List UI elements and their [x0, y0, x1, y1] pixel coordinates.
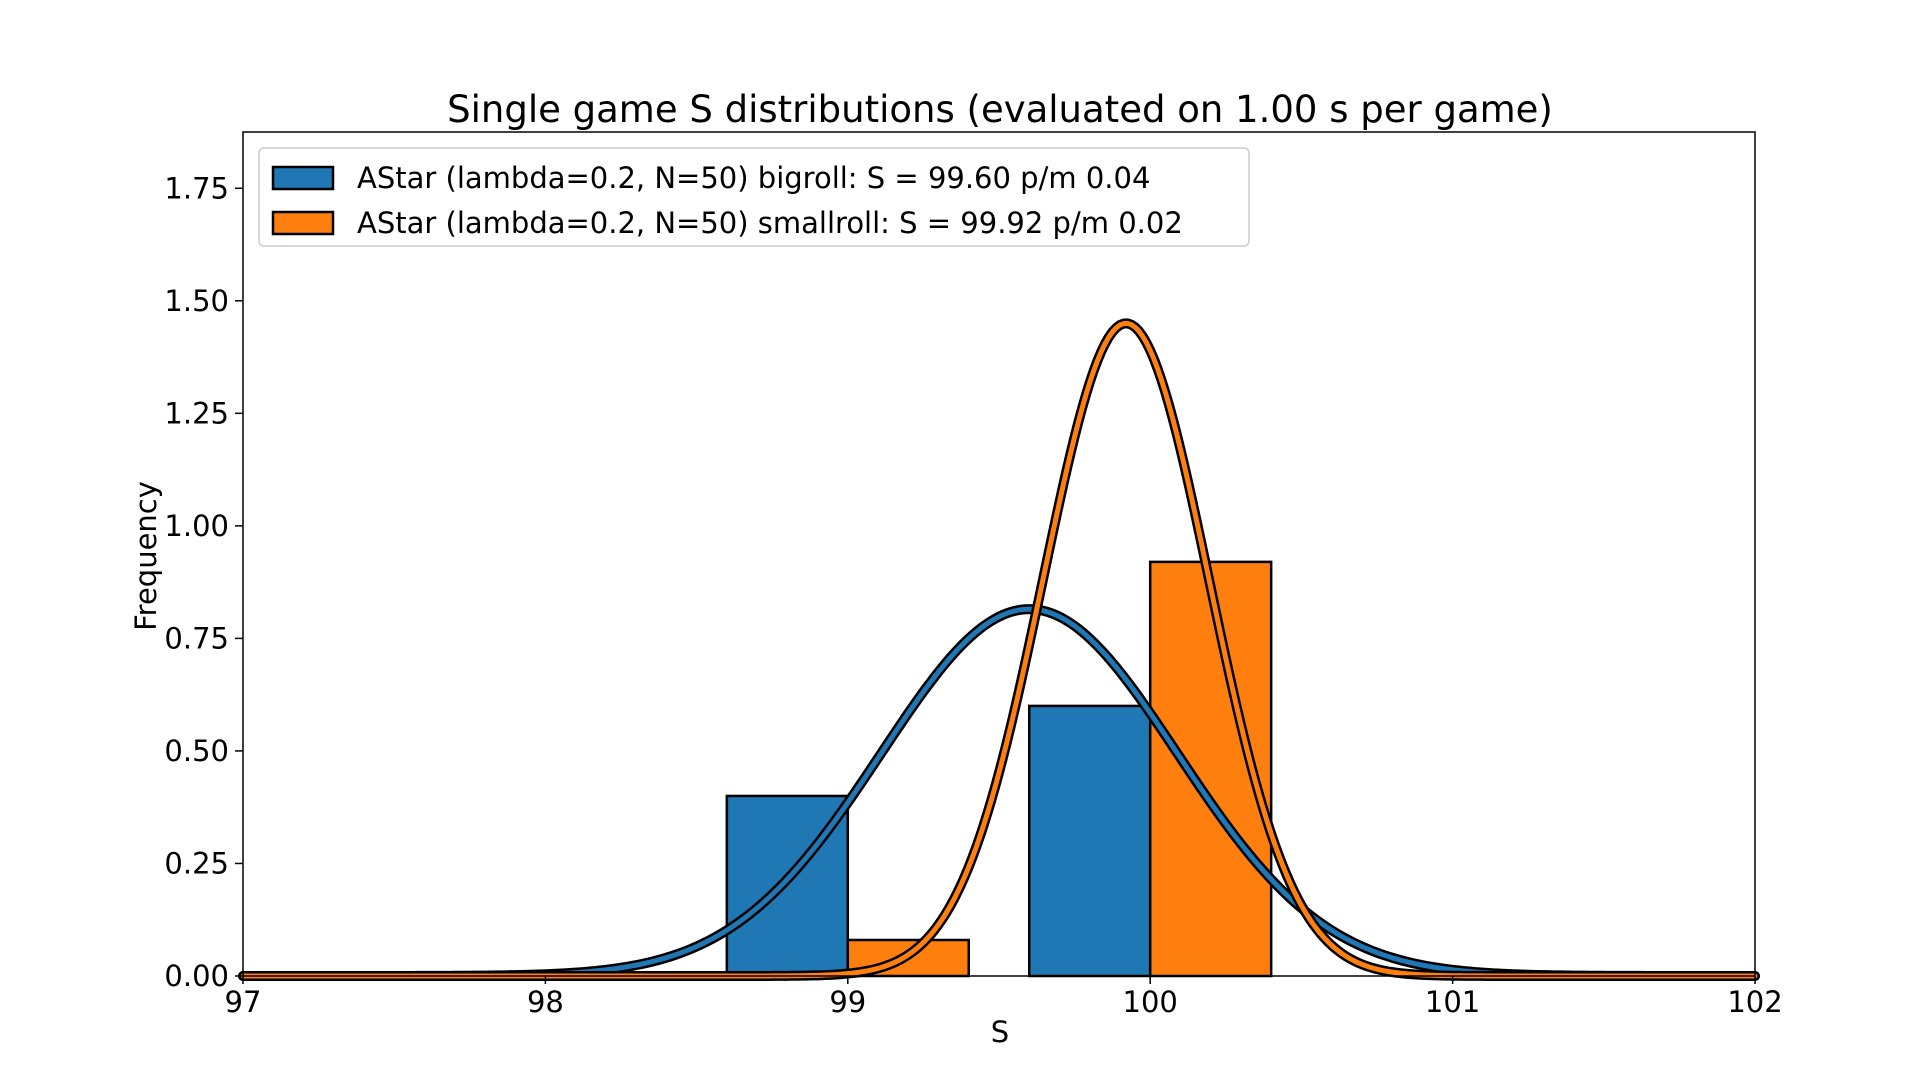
legend-label-series-1: AStar (lambda=0.2, N=50) bigroll: S = 99… — [357, 161, 1150, 195]
plot-area — [238, 318, 1760, 981]
legend-frame — [258, 147, 1250, 247]
chart-title: Single game S distributions (evaluated o… — [447, 88, 1553, 131]
legend-swatch-series-1 — [271, 165, 335, 191]
x-tick-label-102: 102 — [1727, 985, 1782, 1019]
y-tick-label-0.50: 0.50 — [164, 734, 229, 768]
x-tick-label-97: 97 — [225, 985, 262, 1019]
x-axis-ticks: 97 98 99 100 101 102 — [225, 976, 1783, 1019]
y-tick-label-1.50: 1.50 — [164, 284, 229, 318]
histogram-bar-series-1-bin-2 — [1027, 704, 1152, 978]
x-tick-label-98: 98 — [527, 985, 564, 1019]
legend: AStar (lambda=0.2, N=50) bigroll: S = 99… — [258, 147, 1250, 247]
y-tick-label-1.00: 1.00 — [164, 509, 229, 543]
y-tick-label-0.75: 0.75 — [164, 621, 229, 655]
y-tick-label-1.25: 1.25 — [164, 396, 229, 430]
y-axis-ticks: 0.00 0.25 0.50 0.75 1.00 1.25 1.50 1.75 — [164, 171, 243, 993]
x-tick-label-101: 101 — [1425, 985, 1480, 1019]
legend-label-series-2: AStar (lambda=0.2, N=50) smallroll: S = … — [357, 206, 1183, 240]
plot-frame — [242, 131, 1756, 977]
y-tick-label-0.25: 0.25 — [164, 846, 229, 880]
y-axis-label: Frequency — [129, 481, 163, 631]
fit-curve-outline-series-1 — [238, 604, 1760, 981]
fit-curve-series-1 — [240, 606, 1758, 979]
x-axis-label: S — [991, 1015, 1009, 1049]
x-tick-label-99: 99 — [829, 985, 866, 1019]
x-tick-label-100: 100 — [1123, 985, 1178, 1019]
fit-curve-outline-series-2 — [238, 318, 1760, 981]
fit-curve-series-2 — [240, 320, 1758, 979]
y-tick-label-1.75: 1.75 — [164, 171, 229, 205]
legend-swatch-series-2 — [271, 210, 335, 236]
y-tick-label-0.00: 0.00 — [164, 959, 229, 993]
